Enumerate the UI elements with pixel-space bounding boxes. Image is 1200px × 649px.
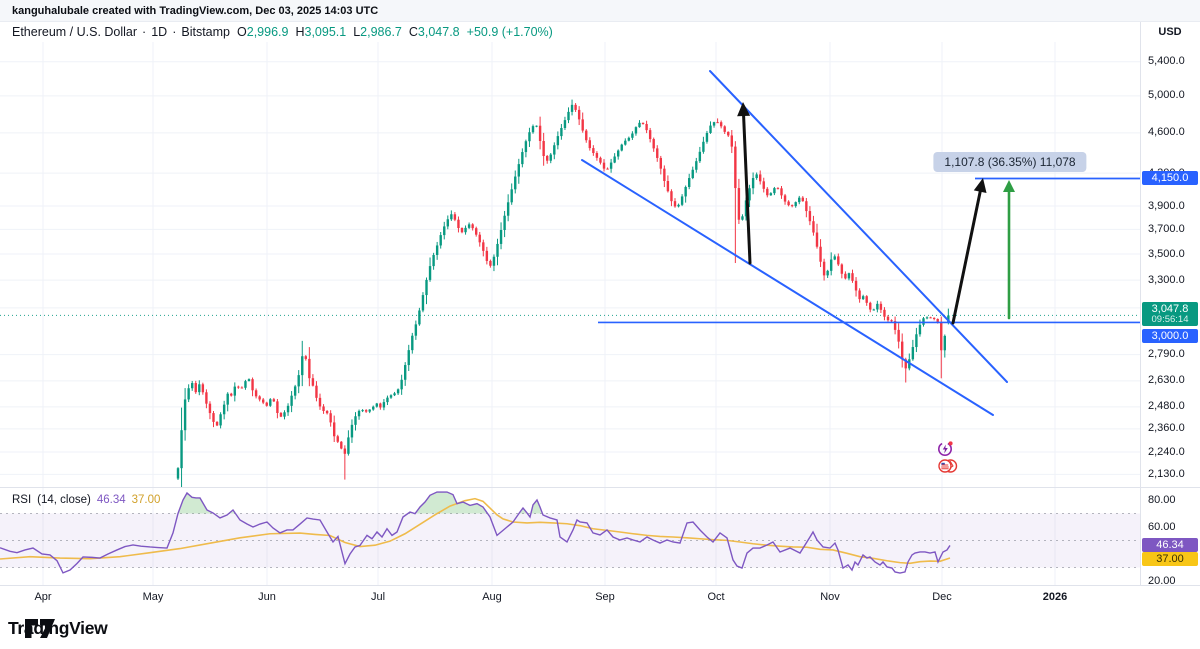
rsi-line[interactable] [0, 491, 951, 574]
ohlc-low-key: L [353, 25, 361, 39]
rsi-tick-label: 20.00 [1148, 574, 1176, 587]
price-axis-unit: USD [1140, 22, 1200, 42]
rsi-value-main: 46.34 [96, 494, 126, 506]
price-tick-label: 5,000.0 [1148, 89, 1185, 102]
price-tick-label: 2,240.0 [1148, 445, 1185, 458]
price-tick-label: 5,400.0 [1148, 55, 1185, 68]
rsi-main-badge: 46.34 [1142, 537, 1198, 552]
rsi-title: RSI [12, 494, 32, 506]
legend-separator: · [172, 25, 177, 39]
price-change: +50.9 (+1.70%) [466, 25, 553, 39]
rsi-signal-badge: 37.00 [1142, 551, 1198, 566]
last-price-badge: 3,047.8 09:56:14 [1142, 302, 1198, 327]
last-price-value: 3,047.8 [1151, 303, 1189, 316]
rsi-value-signal: 37.00 [131, 494, 161, 506]
ohlc-close-key: C [408, 25, 418, 39]
rsi-signal-line[interactable] [0, 497, 951, 565]
arrow-annotation[interactable] [737, 102, 752, 265]
month-label: Sep [595, 591, 615, 603]
candles-layer [176, 99, 950, 488]
arrow-annotation[interactable] [1003, 180, 1015, 320]
price-range-label[interactable]: 1,107.8 (36.35%) 11,078 [933, 152, 1087, 172]
attribution-text: kanguhalubale created with TradingView.c… [12, 4, 379, 17]
price-tick-label: 3,300.0 [1148, 273, 1185, 286]
month-label: Jun [258, 591, 276, 603]
ohlc-close-value: 3,047.8 [417, 25, 460, 39]
price-tick-label: 3,700.0 [1148, 222, 1185, 235]
price-tick-label: 2,790.0 [1148, 348, 1185, 361]
symbol-title[interactable]: Ethereum / U.S. Dollar [12, 25, 138, 39]
trendline[interactable] [709, 70, 1008, 383]
bar-countdown: 09:56:14 [1151, 314, 1189, 326]
rsi-pane[interactable] [0, 488, 1140, 585]
rsi-overbought-fill [518, 507, 528, 514]
rsi-tick-label: 80.00 [1148, 493, 1176, 506]
price-axis[interactable] [1140, 22, 1200, 608]
ohlc-low-value: 2,986.7 [360, 25, 402, 39]
legend-separator: · [142, 25, 147, 39]
price-tick-label: 2,360.0 [1148, 422, 1185, 435]
month-label: 2026 [1042, 591, 1068, 603]
ohlc-high-value: 3,095.1 [304, 25, 347, 39]
rsi-tick-label: 60.00 [1148, 520, 1176, 533]
rsi-overbought-fill [415, 492, 488, 514]
interval-label[interactable]: 1D [151, 25, 168, 39]
price-level-badge-4150: 4,150.0 [1142, 170, 1198, 185]
month-label: May [142, 591, 164, 603]
arrow-annotation[interactable] [951, 178, 987, 325]
trendline[interactable] [581, 159, 994, 416]
ohlc-open-value: 2,996.9 [246, 25, 289, 39]
exchange-label: Bitstamp [181, 25, 231, 39]
ohlc-open-key: O [237, 25, 247, 39]
rsi-legend[interactable]: RSI (14, close) 46.34 37.00 [12, 494, 160, 506]
month-label: Oct [707, 591, 725, 603]
rsi-params: (14, close) [37, 494, 91, 506]
main-price-pane[interactable] [0, 42, 1140, 488]
chart-legend: Ethereum / U.S. Dollar · 1D · Bitstamp O… [0, 22, 1140, 42]
month-label: Apr [34, 591, 52, 603]
month-label: Aug [482, 591, 502, 603]
tradingview-logo-text[interactable]: TradingView [8, 618, 108, 638]
pane-separator[interactable] [0, 487, 1200, 488]
footer-logo-strip: TradingView [0, 608, 1200, 649]
month-label: Jul [370, 591, 386, 603]
rsi-overbought-fill [178, 492, 214, 514]
price-tick-label: 3,500.0 [1148, 247, 1185, 260]
ohlc-high-key: H [295, 25, 305, 39]
month-label: Nov [820, 591, 840, 603]
price-level-badge-3000: 3,000.0 [1142, 329, 1198, 344]
tradingview-logo-icon[interactable] [25, 619, 55, 638]
rsi-overbought-fill [530, 500, 543, 514]
price-tick-label: 2,130.0 [1148, 467, 1185, 480]
price-tick-label: 3,900.0 [1148, 199, 1185, 212]
time-axis[interactable]: Apr May Jun Jul Aug Sep Oct Nov Dec 2026 [0, 585, 1200, 608]
main-gridlines [0, 42, 1140, 488]
price-tick-label: 2,480.0 [1148, 400, 1185, 413]
month-label: Dec [932, 591, 952, 603]
price-tick-label: 2,630.0 [1148, 374, 1185, 387]
price-tick-label: 4,600.0 [1148, 126, 1185, 139]
attribution-bar: kanguhalubale created with TradingView.c… [0, 0, 1200, 22]
